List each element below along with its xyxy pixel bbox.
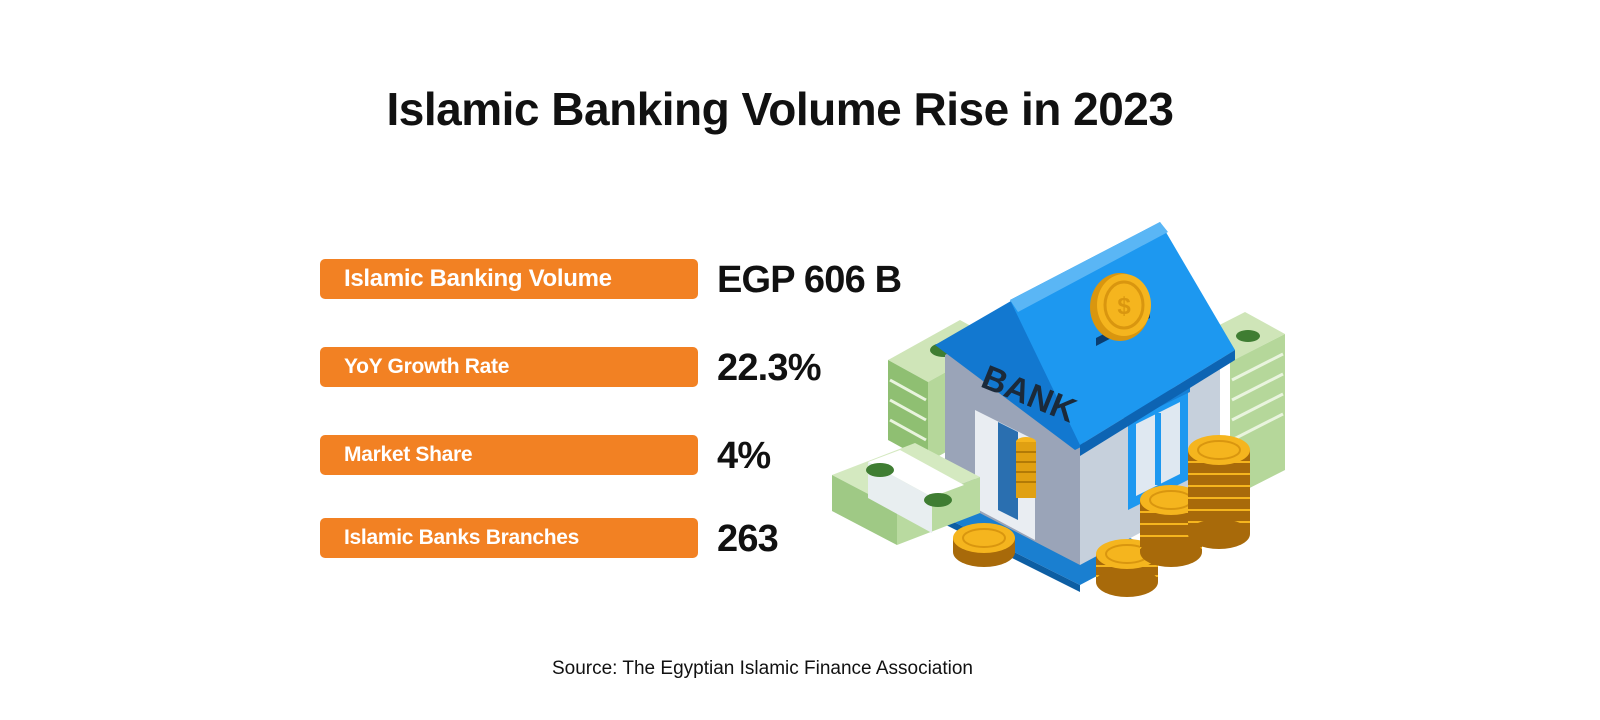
coin-symbol: $	[1117, 293, 1131, 320]
source-note: Source: The Egyptian Islamic Finance Ass…	[551, 658, 974, 679]
coin-stack-icon-left	[953, 523, 1015, 567]
stat-value-branches: 263	[717, 518, 779, 560]
bank-illustration: BANK $	[832, 222, 1285, 597]
stat-value-banking-volume: EGP 606 B	[717, 259, 902, 301]
stat-value-market-share: 4%	[717, 435, 771, 477]
coin-icon-roof: $	[1090, 273, 1151, 341]
coin-stack-icon-center	[1096, 539, 1158, 597]
stat-label-branches: Islamic Banks Branches	[320, 518, 698, 558]
coin-stack-icon-right	[1188, 435, 1250, 549]
stat-label-growth-rate: YoY Growth Rate	[320, 347, 698, 387]
stat-label-banking-volume: Islamic Banking Volume	[320, 259, 698, 299]
stat-label-market-share: Market Share	[320, 435, 698, 475]
page-title: Islamic Banking Volume Rise in 2023	[386, 83, 1174, 135]
cash-stack-icon-front	[832, 443, 980, 545]
stat-value-growth-rate: 22.3%	[717, 347, 822, 389]
